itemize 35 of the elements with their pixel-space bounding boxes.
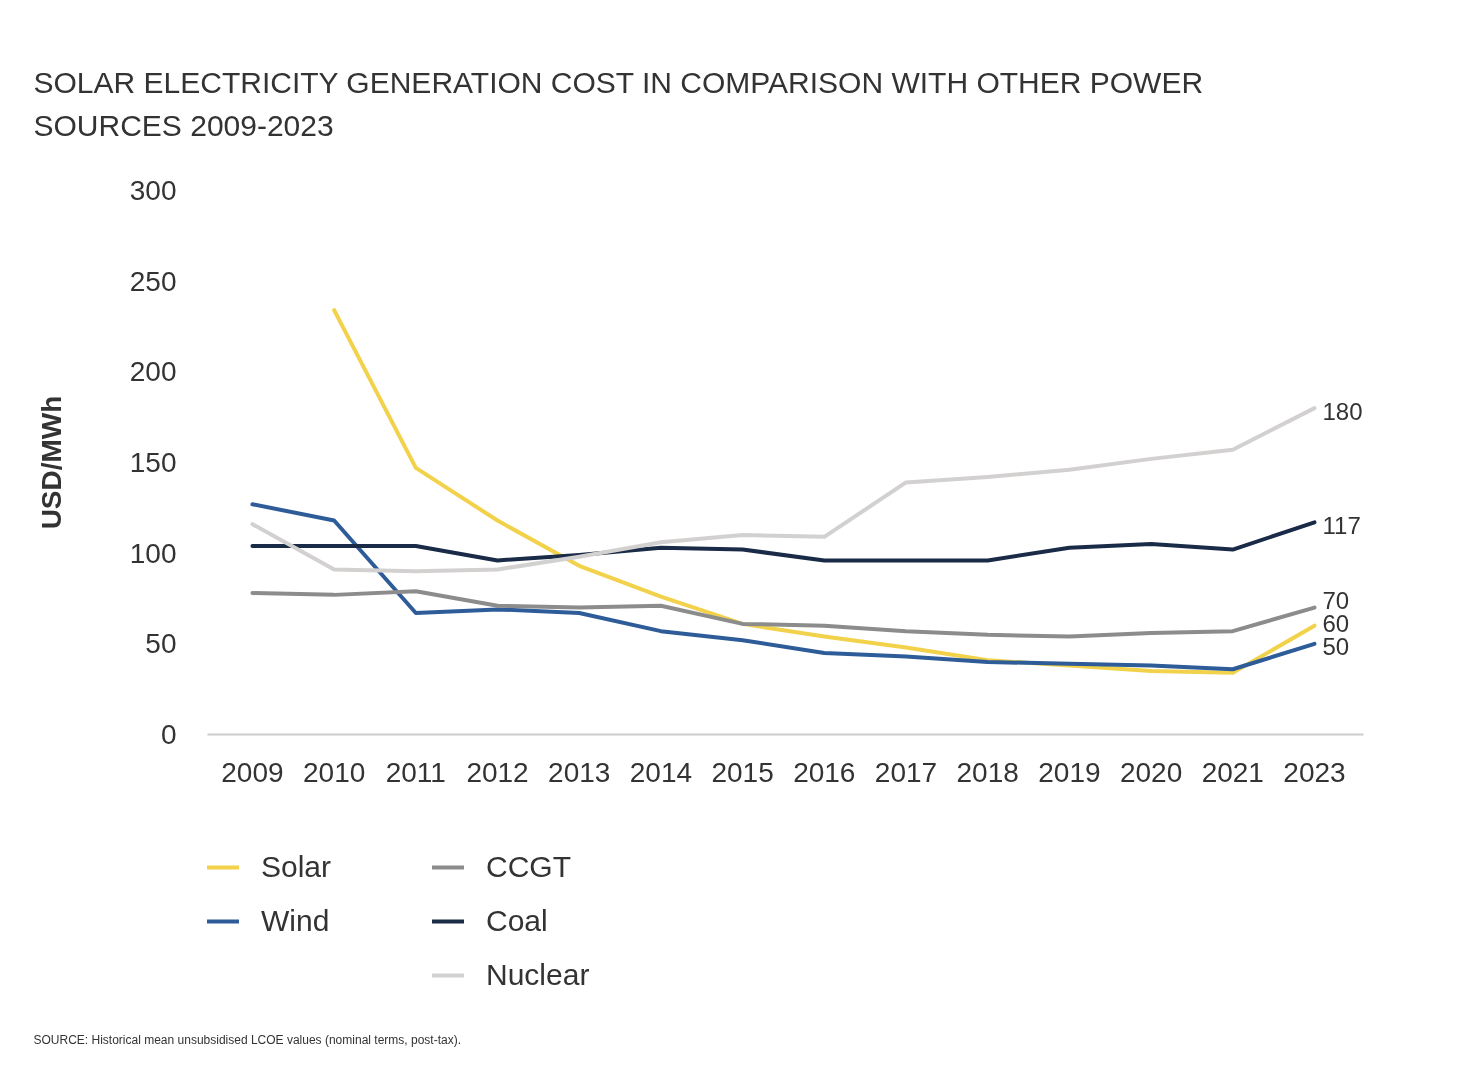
chart-title: SOLAR ELECTRICITY GENERATION COST IN COMPARISON WITH OTHER POWER SOURCES 2009-2023 bbox=[33, 66, 1204, 142]
x-tick-label: 2020 bbox=[1119, 756, 1183, 788]
y-tick-label: 200 bbox=[129, 356, 177, 388]
x-tick-label: 2017 bbox=[874, 756, 938, 788]
y-tick-label: 300 bbox=[129, 175, 177, 206]
x-tick-label: 2010 bbox=[302, 756, 366, 788]
x-tick-label: 2023 bbox=[1283, 756, 1346, 788]
x-tick-label: 2011 bbox=[385, 756, 446, 788]
x-tick-label: 2016 bbox=[793, 756, 856, 788]
x-tick-label: 2015 bbox=[711, 756, 774, 788]
x-tick-label: 2014 bbox=[629, 756, 693, 788]
y-axis-title: USD/MWh bbox=[35, 395, 67, 530]
data-label: 117 bbox=[1322, 511, 1361, 539]
source-note: SOURCE: Historical mean unsubsidised LCOE values (nominal terms, post-tax). bbox=[33, 1032, 461, 1047]
x-tick-label: 2018 bbox=[956, 756, 1019, 788]
legend-label: Wind bbox=[261, 904, 330, 938]
legend-label: Coal bbox=[486, 904, 548, 938]
y-tick-label: 100 bbox=[129, 537, 177, 569]
x-tick-label: 2021 bbox=[1201, 756, 1264, 788]
x-tick-label: 2013 bbox=[548, 756, 611, 788]
legend-label: CCGT bbox=[486, 850, 571, 884]
line-series bbox=[250, 406, 1317, 574]
data-label: 180 bbox=[1322, 397, 1363, 425]
legend-label: Nuclear bbox=[486, 958, 590, 992]
legend-label: Solar bbox=[261, 850, 332, 884]
line-series bbox=[250, 589, 1317, 639]
line-series bbox=[250, 520, 1317, 563]
x-tick-label: 2009 bbox=[221, 756, 284, 788]
y-tick-label: 150 bbox=[129, 447, 177, 478]
y-tick-label: 50 bbox=[145, 628, 177, 660]
line-series bbox=[250, 502, 1317, 672]
y-tick-label: 0 bbox=[160, 719, 177, 750]
x-tick-label: 2012 bbox=[466, 756, 529, 788]
y-tick-label: 250 bbox=[129, 265, 177, 297]
x-tick-label: 2019 bbox=[1038, 756, 1101, 788]
